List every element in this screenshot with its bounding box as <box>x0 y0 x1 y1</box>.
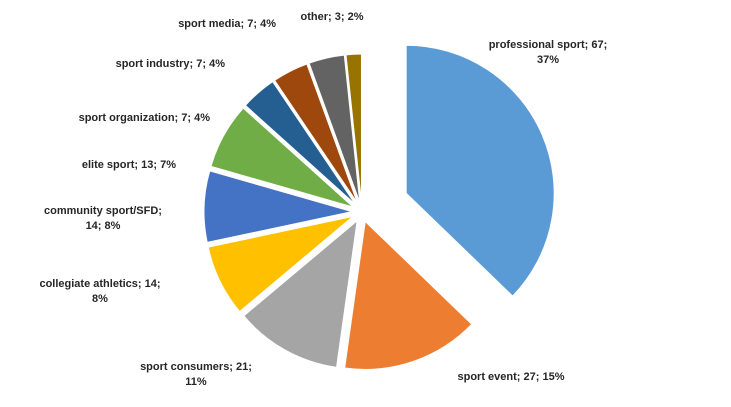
data-label-line: sport industry; 7; 4% <box>116 58 226 70</box>
pie-slice-other <box>345 53 362 203</box>
pie-slice-collegiate-athletics <box>207 215 354 313</box>
pie-labels: professional sport; 67; 37% sport event; 2… <box>39 11 607 388</box>
data-label-sport-consumers: sport consumers; 21; 11% <box>140 361 252 388</box>
pie-slice-professional-sport <box>405 44 555 297</box>
data-label-elite-sport: elite sport; 13; 7% <box>82 159 176 171</box>
data-label-line: sport event; 27; 15% <box>458 371 565 383</box>
pie-slice-sport-media <box>308 54 361 203</box>
data-label-sport-media: sport media; 7; 4% <box>178 18 276 30</box>
data-label-line: 8% <box>92 293 108 305</box>
data-label-line: sport organization; 7; 4% <box>79 112 211 124</box>
data-label-sport-event: sport event; 27; 15% <box>458 371 565 383</box>
pie-slice-sport-event <box>344 220 473 370</box>
data-label-line: other; 3; 2% <box>301 11 364 23</box>
data-label-collegiate-athletics: collegiate athletics; 14; 8% <box>39 278 160 305</box>
data-label-line: 11% <box>185 376 207 388</box>
data-label-line: professional sport; 67; <box>489 39 608 51</box>
data-label-other: other; 3; 2% <box>301 11 364 23</box>
data-label-line: elite sport; 13; 7% <box>82 159 176 171</box>
data-label-sport-organization: sport organization; 7; 4% <box>79 112 211 124</box>
data-label-line: community sport/SFD; <box>44 205 162 217</box>
data-label-line: sport consumers; 21; <box>140 361 252 373</box>
data-label-line: collegiate athletics; 14; <box>39 278 160 290</box>
data-label-line: 14; 8% <box>86 220 121 232</box>
data-label-line: 37% <box>537 54 559 66</box>
pie-slice-sport-consumers <box>243 219 358 368</box>
data-label-sport-industry: sport industry; 7; 4% <box>116 58 226 70</box>
pie-slice-elite-sport <box>210 107 354 208</box>
pie-slice-community-sport-sfd <box>203 170 353 244</box>
data-label-line: sport media; 7; 4% <box>178 18 276 30</box>
data-label-community-sport-sfd: community sport/SFD; 14; 8% <box>44 205 162 232</box>
pie-slice-sport-organization <box>244 81 356 205</box>
pie-slice-sport-industry <box>274 63 358 204</box>
data-label-professional-sport: professional sport; 67; 37% <box>489 39 608 66</box>
pie-slices <box>203 44 555 370</box>
